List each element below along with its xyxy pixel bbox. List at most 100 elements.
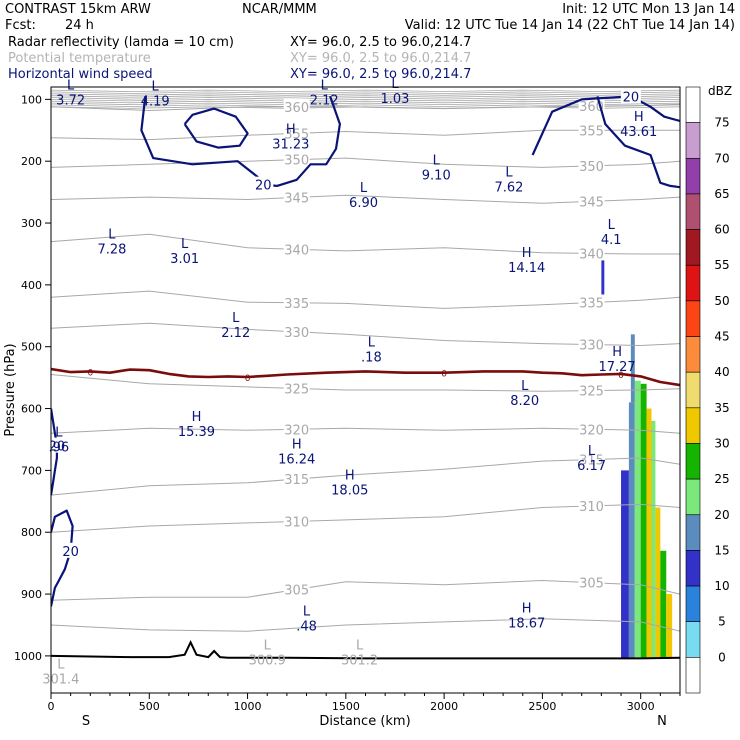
theta-isoline-label: 330 xyxy=(284,326,309,341)
colorbar-swatch xyxy=(685,371,701,409)
theta-isoline xyxy=(51,290,680,309)
theta-isoline xyxy=(51,457,680,496)
theta-label-bg xyxy=(283,513,310,529)
colorbar-level-label: 5 xyxy=(718,615,726,629)
colorbar-swatch xyxy=(685,407,701,444)
field-xy-theta: XY= 96.0, 2.5 to 96.0,214.7 xyxy=(290,51,471,66)
theta-label-bg xyxy=(578,245,605,261)
theta-isoline xyxy=(51,157,680,168)
colorbar-level-label: 20 xyxy=(714,508,729,522)
theta-isoline-label: 345 xyxy=(579,195,604,210)
hl-value: .96 xyxy=(49,440,70,455)
theta-label-bg xyxy=(283,294,310,310)
hl-letter: L xyxy=(505,166,513,181)
hl-letter: L xyxy=(521,379,529,394)
colorbar-level-label: 40 xyxy=(714,365,729,379)
reflectivity-column xyxy=(646,408,652,659)
theta-label-bg xyxy=(283,189,310,205)
isotach-label: 20 xyxy=(623,90,640,105)
y-tick-label: 300 xyxy=(21,217,42,230)
y-tick-label: 100 xyxy=(21,93,42,106)
colorbar-level-label: 65 xyxy=(714,187,729,201)
hl-letter: L xyxy=(391,77,399,92)
hl-value: 2.12 xyxy=(221,326,250,341)
theta-isoline-label: 310 xyxy=(284,515,309,530)
hl-letter: L xyxy=(232,311,240,326)
x-tick-label: 0 xyxy=(48,700,55,713)
hl-letter: H xyxy=(292,438,302,453)
x-tick-label: 1500 xyxy=(332,700,360,713)
reflectivity-column xyxy=(621,470,629,659)
theta-isoline-label: 325 xyxy=(284,382,309,397)
theta-label-bg xyxy=(283,241,310,257)
theta-band-line xyxy=(51,97,680,100)
theta-band-line xyxy=(51,98,680,102)
hl-value: 6.90 xyxy=(349,196,378,211)
y-tick-label: 600 xyxy=(21,403,42,416)
theta-isoline xyxy=(51,503,680,533)
y-tick-label: 900 xyxy=(21,588,42,601)
hl-letter: L xyxy=(303,605,311,620)
axes: 0 500 1000 1500 2000 2500 30001002003004005006… xyxy=(14,93,681,713)
init-label: Init: 12 UTC Mon 13 Jan 14 xyxy=(562,2,735,17)
hl-value: 301.4 xyxy=(42,672,79,687)
colorbar-swatch xyxy=(685,621,701,658)
theta-label-bg xyxy=(578,294,605,310)
colorbar-swatch xyxy=(685,264,701,302)
theta-band-line xyxy=(51,89,680,93)
theta-isoline xyxy=(51,103,680,112)
end-label-north: N xyxy=(657,714,667,729)
theta-isolines: 360 360 355 355 350 350 345 345 340 340 335 335 330 3… xyxy=(51,98,680,632)
hl-value: .18 xyxy=(361,351,382,366)
reflectivity-column xyxy=(660,550,667,659)
colorbar-level-label: 55 xyxy=(714,258,729,272)
reflectivity-column xyxy=(651,420,656,659)
hl-letter: L xyxy=(57,657,65,672)
hl-letter: H xyxy=(612,345,622,360)
theta-isoline-label: 350 xyxy=(284,154,309,169)
theta-isoline-label: 350 xyxy=(579,160,604,175)
theta-label-bg xyxy=(283,323,310,339)
y-tick-label: 800 xyxy=(21,526,42,539)
freezing-level-label: 0 xyxy=(245,374,251,384)
hl-value: 3.72 xyxy=(56,93,85,108)
hl-letter: L xyxy=(55,425,63,440)
reflectivity-column xyxy=(655,507,661,659)
x-axis-label: Distance (km) xyxy=(319,714,410,729)
reflectivity-column xyxy=(628,402,635,659)
x-tick-label: 500 xyxy=(139,700,160,713)
colorbar-level-label: 10 xyxy=(714,579,729,593)
theta-isoline-label: 355 xyxy=(579,124,604,139)
hl-value: 300.9 xyxy=(249,654,286,669)
freezing-level-line xyxy=(51,367,680,387)
valid-label: Valid: 12 UTC Tue 14 Jan 14 (22 ChT Tue … xyxy=(405,18,735,33)
theta-isoline-label: 360 xyxy=(579,100,604,115)
fcst-label: Fcst: xyxy=(5,18,36,33)
theta-isoline-label: 335 xyxy=(579,297,604,312)
colorbar-level-label: 60 xyxy=(714,223,729,237)
hl-letter: H xyxy=(345,469,355,484)
hl-letter: H xyxy=(522,602,532,617)
plot-area: 360 360 355 355 350 350 345 345 340 340 335 335 330 3… xyxy=(42,77,681,694)
colorbar-swatch xyxy=(685,585,701,623)
theta-isoline xyxy=(51,374,680,392)
theta-label-bg xyxy=(578,193,605,209)
hl-letter: L xyxy=(108,228,116,243)
theta-isoline-label: 315 xyxy=(579,454,604,469)
theta-isoline-label: 320 xyxy=(284,423,309,438)
colorbar-level-label: 70 xyxy=(714,151,729,165)
hl-value: 4.19 xyxy=(141,95,170,110)
theta-label-bg xyxy=(283,380,310,396)
hl-value: 43.61 xyxy=(620,125,657,140)
theta-isoline-label: 320 xyxy=(579,423,604,438)
y-tick-label: 700 xyxy=(21,464,42,477)
model-title: CONTRAST 15km ARW xyxy=(5,2,151,17)
hl-letter: L xyxy=(67,78,75,93)
colorbar-swatch xyxy=(685,86,701,123)
theta-band-line xyxy=(51,91,680,94)
theta-isoline-label: 335 xyxy=(284,297,309,312)
field-name-wind: Horizontal wind speed xyxy=(8,67,153,82)
colorbar-swatch xyxy=(685,229,701,266)
